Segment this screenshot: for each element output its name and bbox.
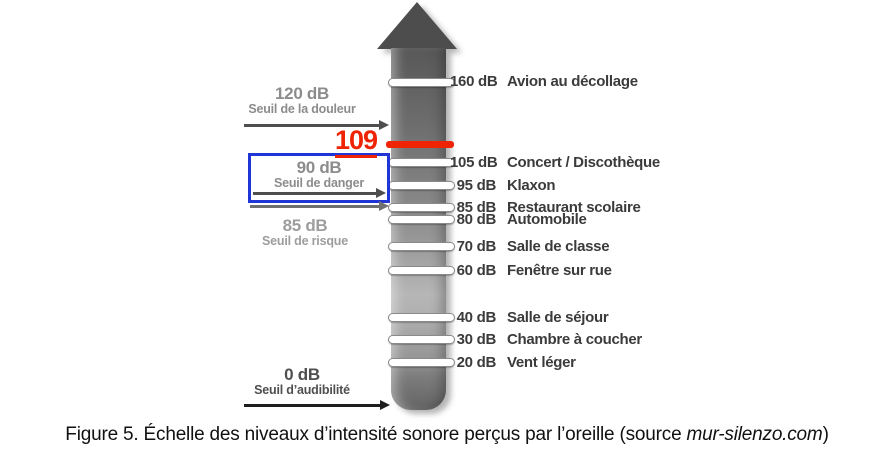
- tick-30db: [388, 335, 455, 344]
- threshold-label: Seuil d’audibilité: [254, 383, 350, 397]
- threshold-label: Seuil de la douleur: [248, 102, 356, 116]
- level-value: 70 dB: [456, 237, 497, 255]
- level-value: 160 dB: [450, 72, 498, 90]
- level-row: 80 dB Automobile: [450, 210, 587, 228]
- level-label: Fenêtre sur rue: [507, 261, 612, 279]
- level-value: 60 dB: [456, 261, 497, 279]
- level-label: Automobile: [507, 210, 587, 228]
- threshold-label: Seuil de danger: [273, 176, 365, 190]
- arrow-up-icon: [377, 2, 457, 49]
- level-label: Vent léger: [507, 353, 576, 371]
- threshold-value: 90 dB: [296, 158, 342, 177]
- current-level-marker-value: 109: [290, 127, 378, 158]
- level-row: 85 dB Restaurant scolaire: [450, 198, 641, 216]
- tick-160db: [388, 78, 455, 87]
- level-value: 85 dB: [456, 198, 497, 216]
- level-value: 80 dB: [456, 210, 497, 228]
- level-label: Klaxon: [507, 176, 556, 194]
- threshold-risk-arrow: [250, 201, 389, 210]
- threshold-danger-arrow: [253, 188, 386, 197]
- level-value: 20 dB: [456, 353, 497, 371]
- level-row: 105 dB Concert / Discothèque: [450, 153, 660, 171]
- level-row: 95 dB Klaxon: [450, 176, 556, 194]
- level-value: 40 dB: [456, 308, 497, 326]
- level-row: 60 dB Fenêtre sur rue: [450, 261, 612, 279]
- level-label: Salle de séjour: [507, 308, 609, 326]
- level-row: 160 dB Avion au décollage: [450, 72, 638, 90]
- level-row: 70 dB Salle de classe: [450, 237, 610, 255]
- db-arrow-shaft: [391, 48, 446, 410]
- caption-text: Figure 5. Échelle des niveaux d’intensit…: [65, 424, 687, 445]
- tick-105db: [388, 158, 455, 167]
- level-label: Avion au décollage: [507, 72, 638, 90]
- caption-source: mur-silenzo.com: [686, 424, 823, 445]
- threshold-value: 0 dB: [284, 365, 320, 384]
- threshold-risk: 85 dB Seuil de risque: [235, 217, 375, 248]
- level-label: Chambre à coucher: [507, 330, 642, 348]
- tick-60db: [388, 266, 455, 275]
- level-label: Salle de classe: [507, 237, 610, 255]
- level-value: 105 dB: [450, 153, 498, 171]
- tick-70db: [388, 242, 455, 251]
- threshold-label: Seuil de risque: [262, 234, 348, 248]
- tick-40db: [388, 313, 455, 322]
- threshold-pain: 120 dB Seuil de la douleur: [228, 85, 376, 116]
- level-row: 20 dB Vent léger: [450, 353, 576, 371]
- danger-threshold-box: 90 dB Seuil de danger: [248, 153, 390, 203]
- figure-caption: Figure 5. Échelle des niveaux d’intensit…: [0, 424, 894, 446]
- level-row: 30 dB Chambre à coucher: [450, 330, 643, 348]
- current-level-marker-line: [386, 141, 454, 148]
- level-label: Concert / Discothèque: [507, 153, 660, 171]
- tick-20db: [388, 358, 455, 367]
- level-value: 95 dB: [456, 176, 497, 194]
- tick-95db: [388, 181, 455, 190]
- threshold-value: 85 dB: [282, 216, 328, 235]
- level-label: Restaurant scolaire: [507, 198, 641, 216]
- threshold-pain-arrow: [244, 120, 389, 129]
- tick-85db: [388, 203, 455, 212]
- level-row: 40 dB Salle de séjour: [450, 308, 609, 326]
- level-value: 30 dB: [456, 330, 497, 348]
- caption-suffix: ): [822, 424, 829, 445]
- threshold-value: 120 dB: [275, 84, 329, 103]
- threshold-audibility-arrow: [244, 399, 390, 410]
- tick-80db: [388, 215, 455, 224]
- threshold-audibility: 0 dB Seuil d’audibilité: [228, 366, 376, 397]
